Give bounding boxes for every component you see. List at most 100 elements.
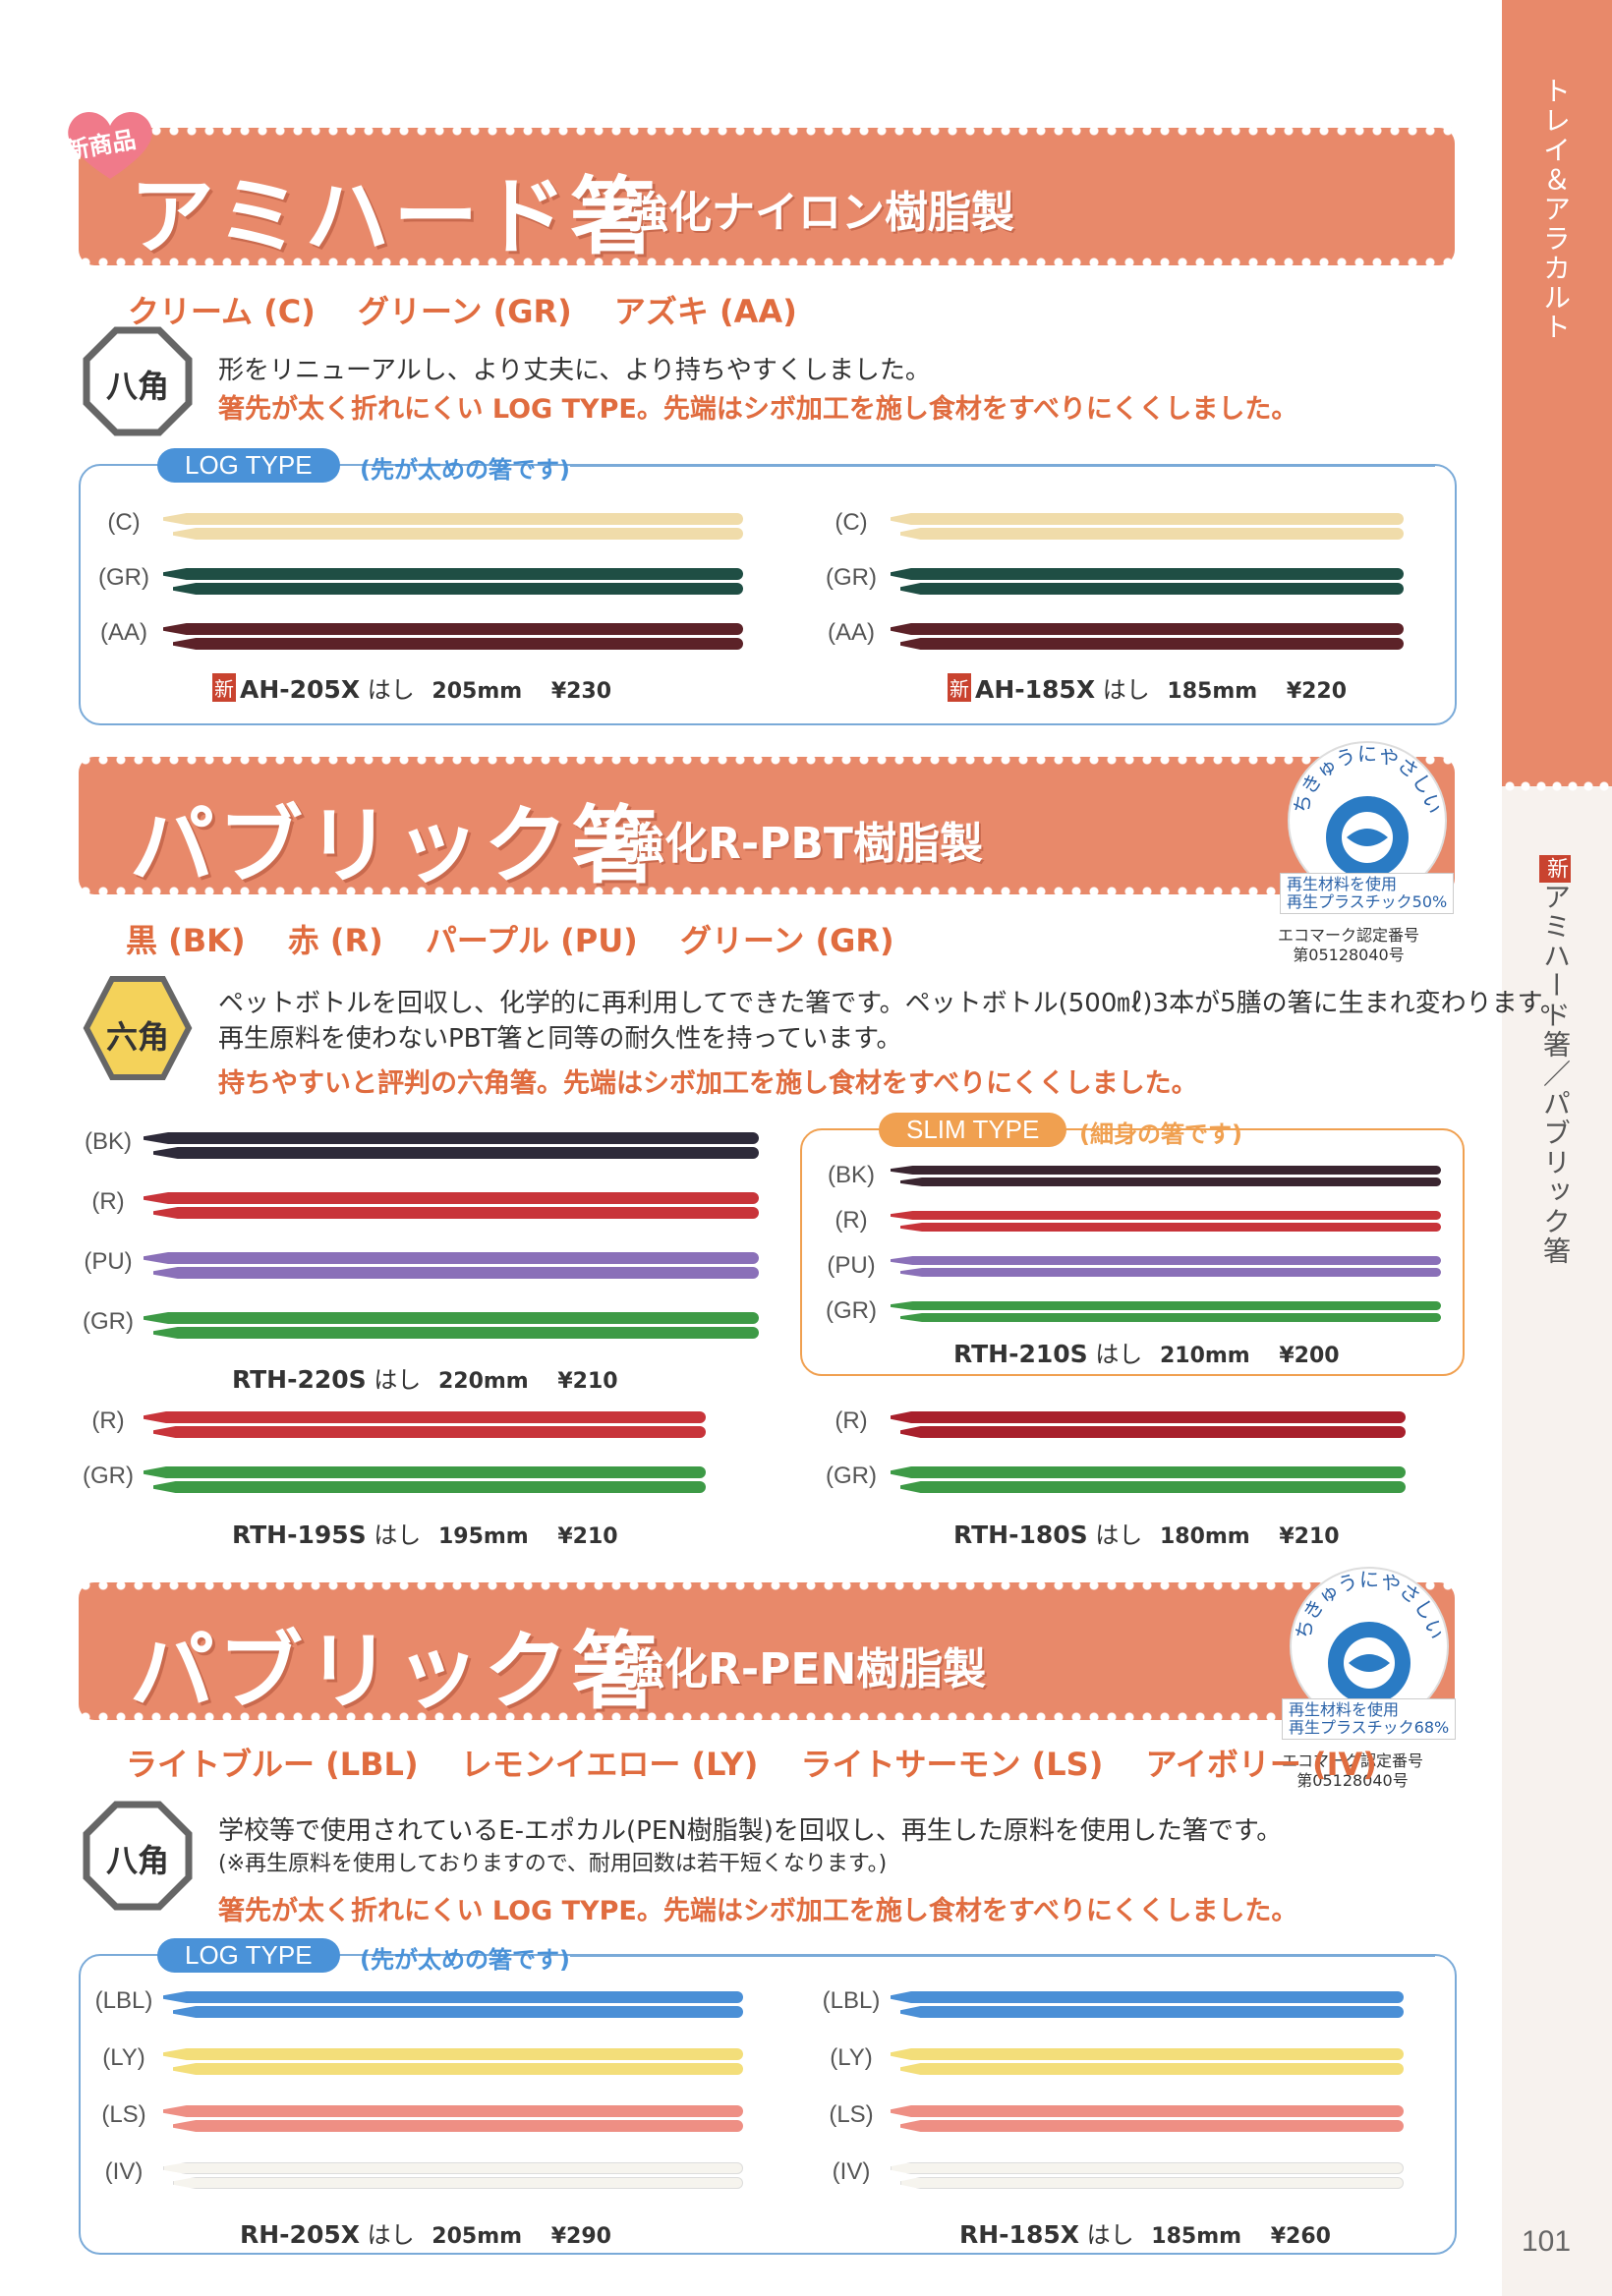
- chopstick: [144, 1192, 759, 1204]
- chopstick: [900, 2006, 1404, 2018]
- chopstick: [173, 583, 743, 595]
- chopstick: [173, 528, 743, 540]
- product-code: RTH-195S: [232, 1521, 367, 1549]
- color-label: (R): [91, 1188, 125, 1215]
- product-price: ¥210: [557, 1369, 618, 1394]
- color-label: (C): [107, 509, 141, 536]
- log-type-pill: LOG TYPE: [157, 1938, 340, 1973]
- product-size: 185mm: [1167, 679, 1258, 704]
- side-subtitle: 新アミハード箸／パブリック箸: [1535, 855, 1575, 1266]
- chopstick: [891, 1211, 1441, 1220]
- color-label: (BK): [85, 1128, 132, 1155]
- chopstick: [153, 1481, 706, 1493]
- chopstick: [163, 2105, 743, 2117]
- product-rth220s: RTH-220S はし 220mm ¥210: [232, 1360, 618, 1395]
- chopstick: [173, 638, 743, 650]
- section3-subtitle: 強化R-PEN樹脂製: [621, 1644, 987, 1694]
- chopstick: [891, 1166, 1441, 1175]
- chopstick: [900, 1223, 1441, 1232]
- box-line: [570, 465, 1435, 467]
- chopstick: [144, 1466, 706, 1478]
- side-tab-lower: [1502, 786, 1612, 2296]
- color-label: (BK): [828, 1162, 875, 1188]
- log-type-note: (先が太めの箸です): [360, 1946, 570, 1974]
- product-name: はし: [1095, 1521, 1143, 1549]
- product-price: ¥260: [1270, 2224, 1331, 2249]
- product-ah185x: 新 AH-185X はし 185mm ¥220: [948, 670, 1347, 705]
- color-label: (LBL): [822, 1987, 881, 2014]
- color-label: (GR): [826, 564, 877, 591]
- color-label: (LY): [830, 2044, 873, 2071]
- section2-desc-orange: 持ちやすいと評判の六角箸。先端はシボ加工を施し食材をすべりにくくしました。: [218, 1068, 1198, 1099]
- chopstick: [891, 513, 1404, 525]
- product-name: はし: [374, 1521, 422, 1549]
- box-line: [570, 1955, 1435, 1957]
- side-tab: [1502, 0, 1612, 786]
- chopstick: [891, 1991, 1404, 2003]
- section2-desc1: ペットボトルを回収し、化学的に再利用してできた箸です。ペットボトル(500㎖)3…: [218, 989, 1567, 1018]
- new-mark: 新: [212, 673, 236, 702]
- page-number: 101: [1522, 2225, 1572, 2258]
- product-code: RH-205X: [240, 2220, 361, 2249]
- section3-desc: 学校等で使用されているE-エポカル(PEN樹脂製)を回収し、再生した原料を使用し…: [218, 1816, 1283, 1846]
- chopstick: [153, 1267, 759, 1279]
- chopstick: [900, 2120, 1404, 2132]
- chopstick: [163, 623, 743, 635]
- slim-type-pill: SLIM TYPE: [879, 1113, 1067, 1147]
- color-label: (GR): [83, 1308, 134, 1335]
- color-label: (LY): [102, 2044, 145, 2071]
- chopstick: [900, 1177, 1441, 1186]
- chopstick: [144, 1132, 759, 1144]
- section1-banner: [79, 124, 1455, 269]
- chopstick: [900, 528, 1404, 540]
- section3-title: パブリック箸: [130, 1623, 661, 1721]
- chopstick: [891, 1301, 1441, 1310]
- section3-note: (※再生原料を使用しておりますので、耐用回数は若干短くなります。): [218, 1852, 888, 1876]
- side-tab-divider: [1502, 778, 1612, 794]
- chopstick: [163, 2048, 743, 2060]
- product-code: AH-185X: [975, 675, 1096, 704]
- product-name: はし: [367, 676, 415, 704]
- color-label: (C): [835, 509, 868, 536]
- color-label: (LS): [829, 2101, 874, 2128]
- product-code: RTH-210S: [953, 1340, 1088, 1368]
- octagon-icon: [83, 326, 193, 436]
- chopstick: [144, 1312, 759, 1324]
- section1-desc-orange: 箸先が太く折れにくい LOG TYPE。先端はシボ加工を施し食材をすべりにくくし…: [218, 394, 1298, 425]
- color-label: (GR): [826, 1297, 877, 1324]
- color-label: (R): [835, 1207, 868, 1234]
- chopstick: [891, 1411, 1406, 1423]
- product-rh185x: RH-185X はし 185mm ¥260: [959, 2215, 1331, 2250]
- chopstick: [144, 1411, 706, 1423]
- product-price: ¥210: [557, 1524, 618, 1549]
- chopstick: [153, 1327, 759, 1339]
- product-size: 205mm: [432, 2224, 523, 2249]
- section1-title: アミハード箸: [130, 168, 660, 266]
- chopstick: [900, 638, 1404, 650]
- product-size: 185mm: [1151, 2224, 1242, 2249]
- product-price: ¥210: [1279, 1524, 1340, 1549]
- eco-label: 再生材料を使用 再生プラスチック68%: [1282, 1698, 1457, 1740]
- section3-colors: ライトブルー (LBL) レモンイエロー (LY) ライトサーモン (LS) ア…: [126, 1746, 1377, 1783]
- section1-colors: クリーム (C) グリーン (GR) アズキ (AA): [128, 293, 797, 330]
- chopstick: [163, 568, 743, 580]
- chopstick: [900, 1313, 1441, 1322]
- product-name: はし: [374, 1366, 422, 1394]
- color-label: (R): [91, 1407, 125, 1434]
- chopstick: [891, 2048, 1404, 2060]
- color-label: (AA): [828, 619, 875, 646]
- product-size: 205mm: [432, 679, 523, 704]
- chopstick: [163, 513, 743, 525]
- product-code: AH-205X: [240, 675, 361, 704]
- section3-desc-orange: 箸先が太く折れにくい LOG TYPE。先端はシボ加工を施し食材をすべりにくくし…: [218, 1896, 1298, 1926]
- product-rth210s: RTH-210S はし 210mm ¥200: [953, 1335, 1340, 1369]
- color-label: (GR): [98, 564, 149, 591]
- product-price: ¥290: [550, 2224, 611, 2249]
- color-label: (LS): [101, 2101, 146, 2128]
- section1-badge: 八角: [105, 368, 169, 405]
- chopstick: [153, 1426, 706, 1438]
- section2-badge: 六角: [105, 1018, 169, 1056]
- chopstick: [163, 2162, 743, 2174]
- chopstick: [891, 568, 1404, 580]
- section3-banner: [79, 1578, 1455, 1724]
